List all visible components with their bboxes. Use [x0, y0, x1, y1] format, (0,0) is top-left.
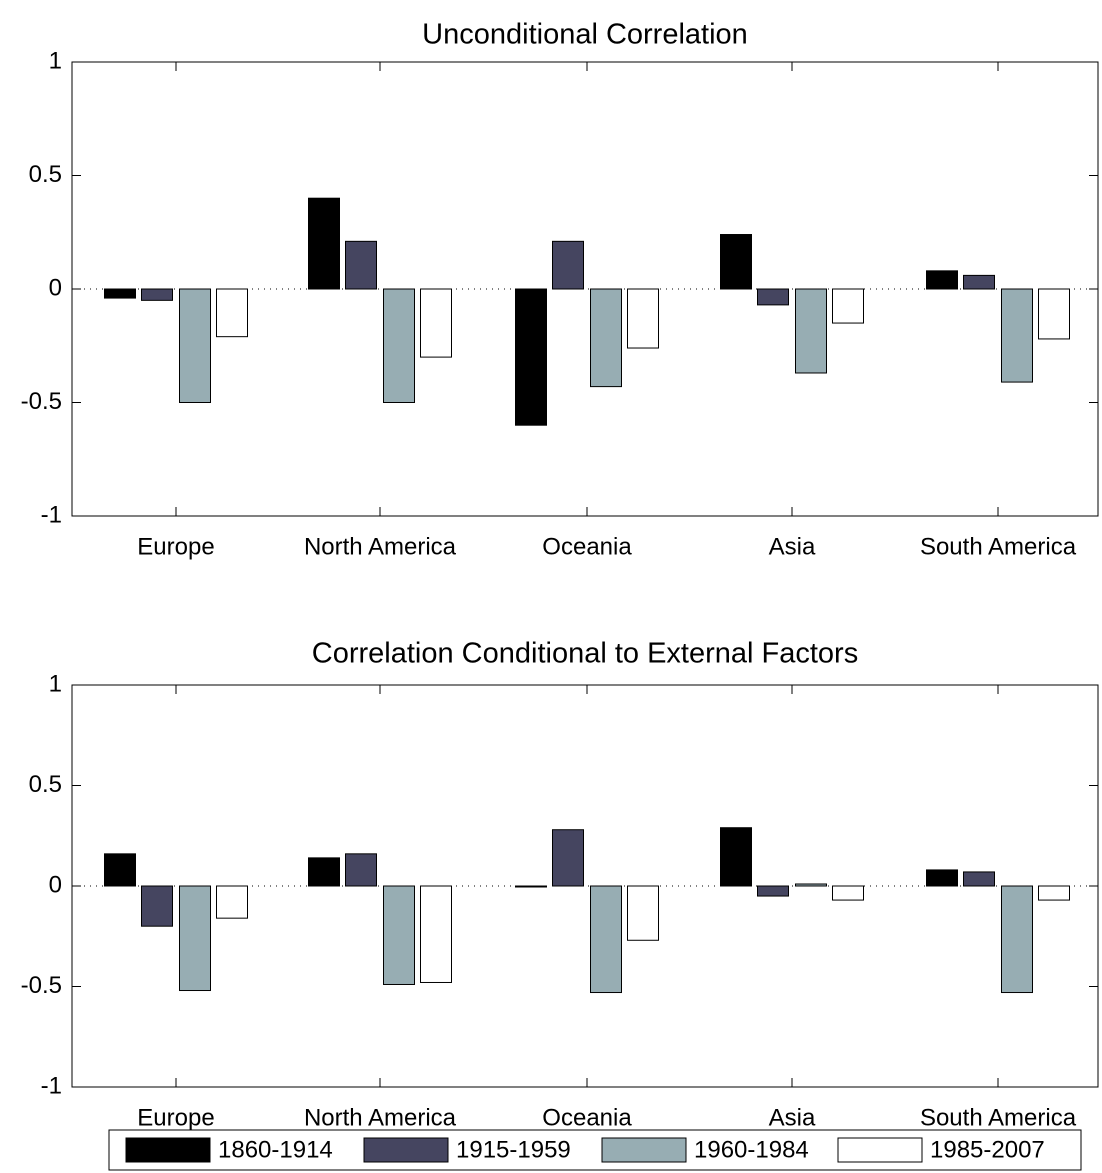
bar	[345, 853, 377, 887]
bar	[795, 288, 827, 374]
bar	[832, 288, 864, 324]
legend-swatch	[837, 1137, 923, 1163]
bar	[720, 234, 752, 290]
bar	[308, 857, 340, 887]
y-tick-label: 0.5	[29, 161, 62, 188]
bar	[515, 885, 547, 888]
x-category-label: Oceania	[542, 1104, 632, 1131]
bar	[179, 885, 211, 992]
bar	[963, 871, 995, 887]
bar	[141, 288, 173, 301]
y-tick-label: 1	[49, 670, 62, 697]
bar	[141, 885, 173, 927]
legend-label: 1985-2007	[930, 1136, 1045, 1163]
y-tick-label: -1	[41, 1072, 62, 1099]
bar	[552, 240, 584, 290]
x-category-label: Asia	[769, 533, 816, 560]
bar	[179, 288, 211, 403]
bar	[627, 885, 659, 941]
bar	[757, 288, 789, 306]
bar	[590, 288, 622, 388]
bar	[757, 885, 789, 897]
bar	[1038, 288, 1070, 340]
y-tick-label: -0.5	[21, 388, 62, 415]
x-category-label: North America	[304, 533, 457, 560]
x-category-label: Asia	[769, 1104, 816, 1131]
bar	[104, 288, 136, 299]
bar	[345, 240, 377, 290]
x-category-label: Europe	[137, 533, 214, 560]
bar	[963, 274, 995, 290]
legend-label: 1960-1984	[694, 1136, 809, 1163]
bar	[420, 288, 452, 358]
bar	[216, 288, 248, 338]
y-tick-label: -1	[41, 501, 62, 528]
bar	[926, 869, 958, 887]
chart-panel-1: Unconditional Correlation 1 0.5 0 -0.5 -1 Euro…	[21, 19, 1099, 560]
x-category-label: South America	[920, 1104, 1077, 1131]
bar	[383, 885, 415, 985]
bar	[383, 288, 415, 403]
legend-swatch	[363, 1137, 449, 1163]
y-tick-label: 0	[49, 274, 62, 301]
legend-swatch	[601, 1137, 687, 1163]
chart-panel-2: Correlation Conditional to External Fact…	[21, 638, 1099, 1131]
bar	[1038, 885, 1070, 901]
bar	[1001, 885, 1033, 994]
bar	[627, 288, 659, 349]
bar	[720, 827, 752, 887]
bar	[515, 288, 547, 426]
legend-label: 1860-1914	[218, 1136, 333, 1163]
bar	[926, 270, 958, 290]
bar	[104, 853, 136, 887]
chart-title: Unconditional Correlation	[422, 19, 748, 51]
legend: 1860-1914 1915-1959 1960-1984 1985-2007	[108, 1129, 1082, 1171]
chart-title: Correlation Conditional to External Fact…	[312, 638, 858, 670]
bar	[832, 885, 864, 901]
x-category-label: Oceania	[542, 533, 632, 560]
bar	[552, 829, 584, 887]
y-tick-label: 0.5	[29, 771, 62, 798]
x-category-label: South America	[920, 533, 1077, 560]
bar	[795, 883, 827, 887]
x-category-label: North America	[304, 1104, 457, 1131]
y-tick-label: 1	[49, 47, 62, 74]
bar	[420, 885, 452, 983]
bar	[308, 197, 340, 290]
y-tick-label: -0.5	[21, 972, 62, 999]
x-category-label: Europe	[137, 1104, 214, 1131]
y-tick-label: 0	[49, 871, 62, 898]
bar	[216, 885, 248, 919]
legend-swatch	[125, 1137, 211, 1163]
bar	[1001, 288, 1033, 383]
legend-label: 1915-1959	[456, 1136, 571, 1163]
bar	[590, 885, 622, 994]
